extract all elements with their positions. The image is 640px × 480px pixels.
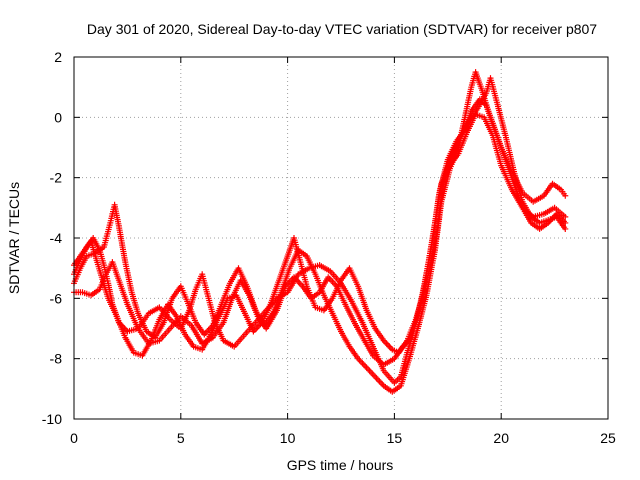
y-tick-label: -6 — [50, 290, 63, 306]
x-tick-label: 20 — [493, 430, 509, 446]
data-point — [562, 192, 569, 199]
y-tick-label: 0 — [54, 109, 62, 125]
x-tick-label: 5 — [177, 430, 185, 446]
y-axis-label: SDTVAR / TECUs — [6, 182, 22, 294]
data-point — [562, 225, 569, 232]
data-point — [562, 213, 569, 220]
chart-title: Day 301 of 2020, Sidereal Day-to-day VTE… — [87, 21, 597, 37]
gridlines — [74, 57, 608, 419]
x-axis-label: GPS time / hours — [287, 457, 394, 473]
x-tick-label: 0 — [70, 430, 78, 446]
x-tick-label: 25 — [600, 430, 616, 446]
tick-labels: 0 5 10 15 20 25 -10 -8 -6 -4 -2 0 2 — [42, 49, 616, 446]
y-tick-label: -2 — [50, 170, 63, 186]
x-tick-label: 10 — [280, 430, 296, 446]
x-tick-label: 15 — [387, 430, 403, 446]
data-marks — [71, 69, 569, 395]
axis-ticks — [73, 56, 609, 420]
y-tick-label: 2 — [54, 49, 62, 65]
y-tick-label: -8 — [50, 351, 63, 367]
series-track-3 — [71, 69, 569, 395]
y-tick-label: -4 — [50, 230, 63, 246]
series-track-4 — [71, 75, 569, 359]
y-tick-label: -10 — [42, 411, 62, 427]
